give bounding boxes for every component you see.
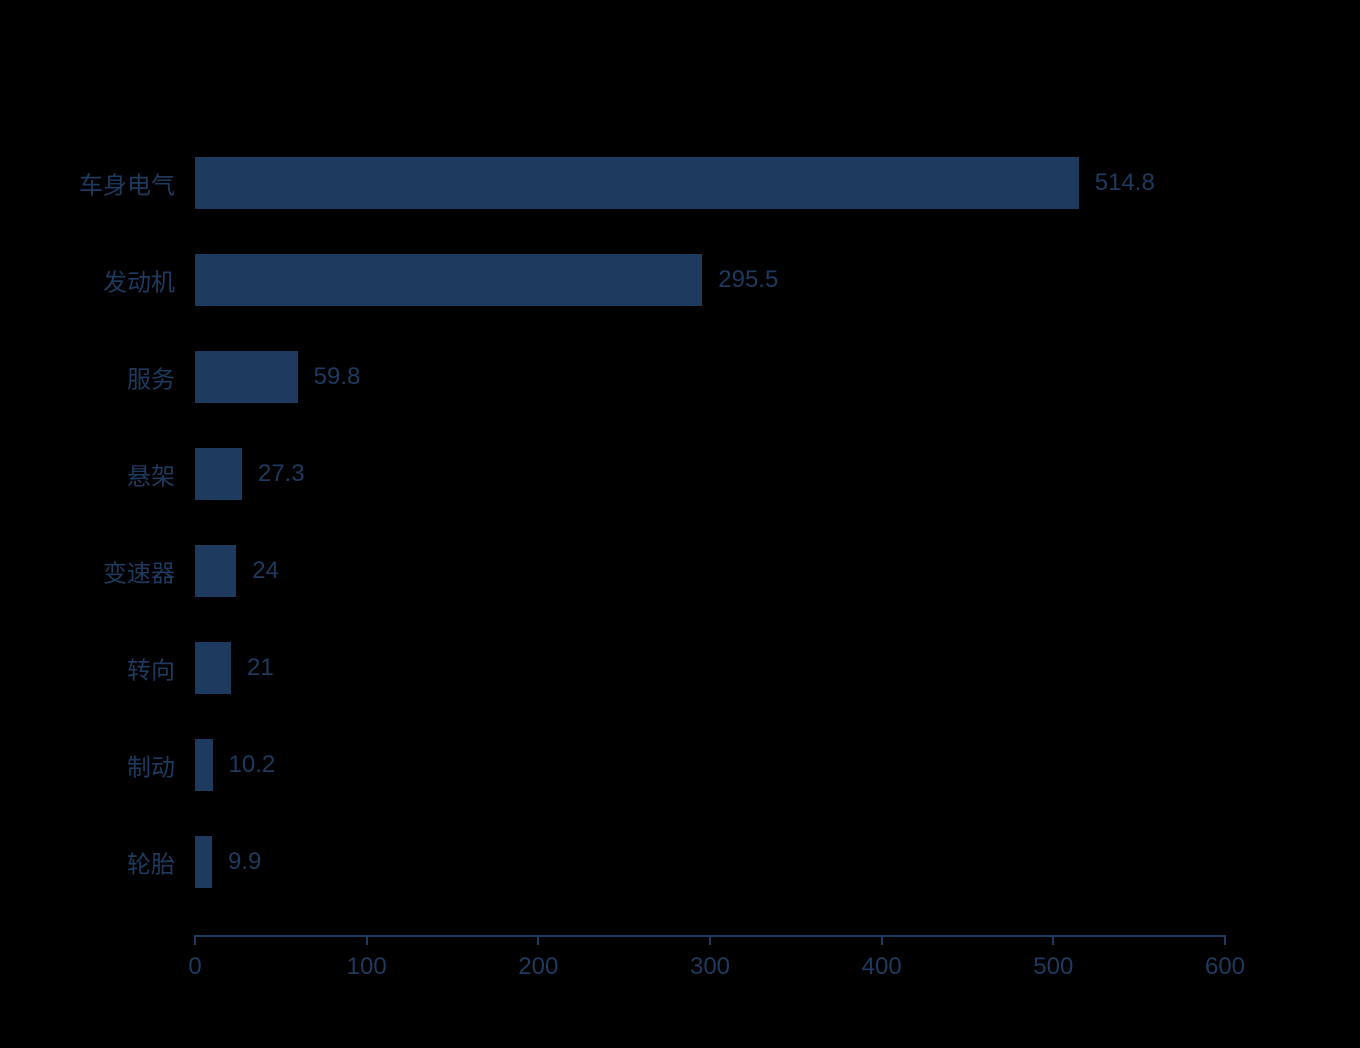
x-tick	[1224, 935, 1226, 945]
x-tick-label: 400	[862, 953, 902, 981]
bar-value-label: 514.8	[1095, 169, 1155, 197]
x-tick	[366, 935, 368, 945]
x-tick	[709, 935, 711, 945]
bar-row: 59.8	[195, 351, 1225, 403]
category-label: 转向	[127, 651, 175, 686]
bar-value-label: 9.9	[228, 848, 261, 876]
bar-value-label: 24	[252, 557, 279, 585]
x-tick	[537, 935, 539, 945]
bar	[195, 545, 236, 597]
x-tick	[194, 935, 196, 945]
bar-value-label: 59.8	[314, 363, 361, 391]
x-tick-label: 300	[690, 953, 730, 981]
plot-area: 514.8车身电气295.5发动机59.8服务27.3悬架24变速器21转向10…	[195, 145, 1225, 935]
bar	[195, 739, 213, 791]
bar-value-label: 21	[247, 654, 274, 682]
bar	[195, 448, 242, 500]
category-label: 变速器	[103, 554, 175, 589]
bar	[195, 254, 702, 306]
bar-row: 295.5	[195, 254, 1225, 306]
bar-row: 514.8	[195, 157, 1225, 209]
x-tick	[881, 935, 883, 945]
bar-row: 10.2	[195, 739, 1225, 791]
chart-container: 514.8车身电气295.5发动机59.8服务27.3悬架24变速器21转向10…	[195, 145, 1225, 935]
bar-row: 21	[195, 642, 1225, 694]
category-label: 制动	[127, 748, 175, 783]
x-tick-label: 200	[518, 953, 558, 981]
x-tick	[1052, 935, 1054, 945]
bar-value-label: 27.3	[258, 460, 305, 488]
bar	[195, 351, 298, 403]
bar-row: 24	[195, 545, 1225, 597]
x-tick-label: 100	[347, 953, 387, 981]
bar	[195, 157, 1079, 209]
category-label: 悬架	[127, 457, 175, 492]
bar-row: 27.3	[195, 448, 1225, 500]
category-label: 服务	[127, 360, 175, 395]
category-label: 发动机	[103, 263, 175, 298]
bar-value-label: 295.5	[718, 266, 778, 294]
x-tick-label: 500	[1033, 953, 1073, 981]
bar	[195, 836, 212, 888]
x-tick-label: 0	[188, 953, 201, 981]
category-label: 车身电气	[79, 166, 175, 201]
x-tick-label: 600	[1205, 953, 1245, 981]
bar-row: 9.9	[195, 836, 1225, 888]
bar	[195, 642, 231, 694]
category-label: 轮胎	[127, 845, 175, 880]
bar-value-label: 10.2	[229, 751, 276, 779]
